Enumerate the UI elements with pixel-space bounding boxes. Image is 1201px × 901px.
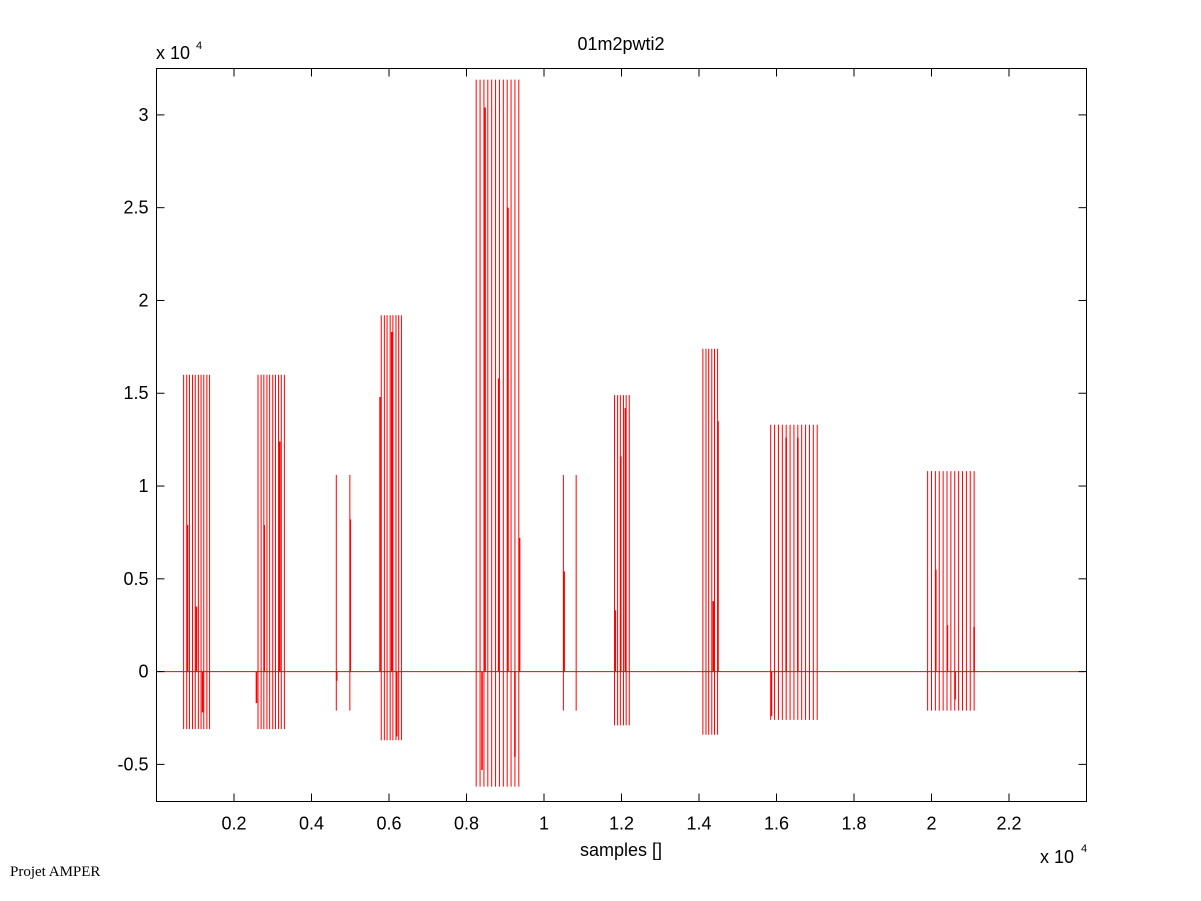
chart-title: 01m2pwti2 — [577, 34, 664, 54]
y-tick-label: -0.5 — [117, 754, 148, 774]
x-tick-label: 0.2 — [221, 814, 246, 834]
x-exponent-base: x 10 — [1040, 847, 1074, 867]
x-tick-label: 1.8 — [841, 814, 866, 834]
x-exponent-power: 4 — [1081, 843, 1087, 855]
footer-credit: Projet AMPER — [10, 864, 101, 880]
x-tick-label: 1.2 — [609, 814, 634, 834]
y-exponent-label: x 10 4 — [156, 40, 202, 63]
y-tick-label: 0.5 — [123, 569, 148, 589]
x-tick-label: 1.6 — [764, 814, 789, 834]
x-exponent-label: x 10 4 — [1040, 843, 1087, 867]
x-tick-label: 2.2 — [996, 814, 1021, 834]
axis-ticks — [156, 68, 1087, 802]
y-tick-label: 2 — [138, 290, 148, 310]
x-tick-labels: 0.2 0.4 0.6 0.8 1 1.2 1.4 1.6 1.8 2 2.2 — [221, 814, 1021, 834]
x-tick-label: 1.4 — [686, 814, 711, 834]
y-tick-label: 1 — [138, 476, 148, 496]
x-tick-label: 0.4 — [299, 814, 324, 834]
x-axis-label: samples [] — [580, 840, 662, 860]
x-tick-label: 0.6 — [376, 814, 401, 834]
y-tick-label: 3 — [138, 105, 148, 125]
y-tick-label: 0 — [138, 662, 148, 682]
y-tick-label: 1.5 — [123, 383, 148, 403]
y-exponent-base: x 10 — [156, 43, 190, 63]
x-tick-label: 2 — [926, 814, 936, 834]
signal-marks — [156, 79, 1087, 787]
x-tick-label: 0.8 — [454, 814, 479, 834]
y-exponent-power: 4 — [196, 40, 202, 52]
y-tick-labels: -0.5 0 0.5 1 1.5 2 2.5 3 — [117, 105, 148, 774]
y-tick-label: 2.5 — [123, 198, 148, 218]
x-tick-label: 1 — [539, 814, 549, 834]
